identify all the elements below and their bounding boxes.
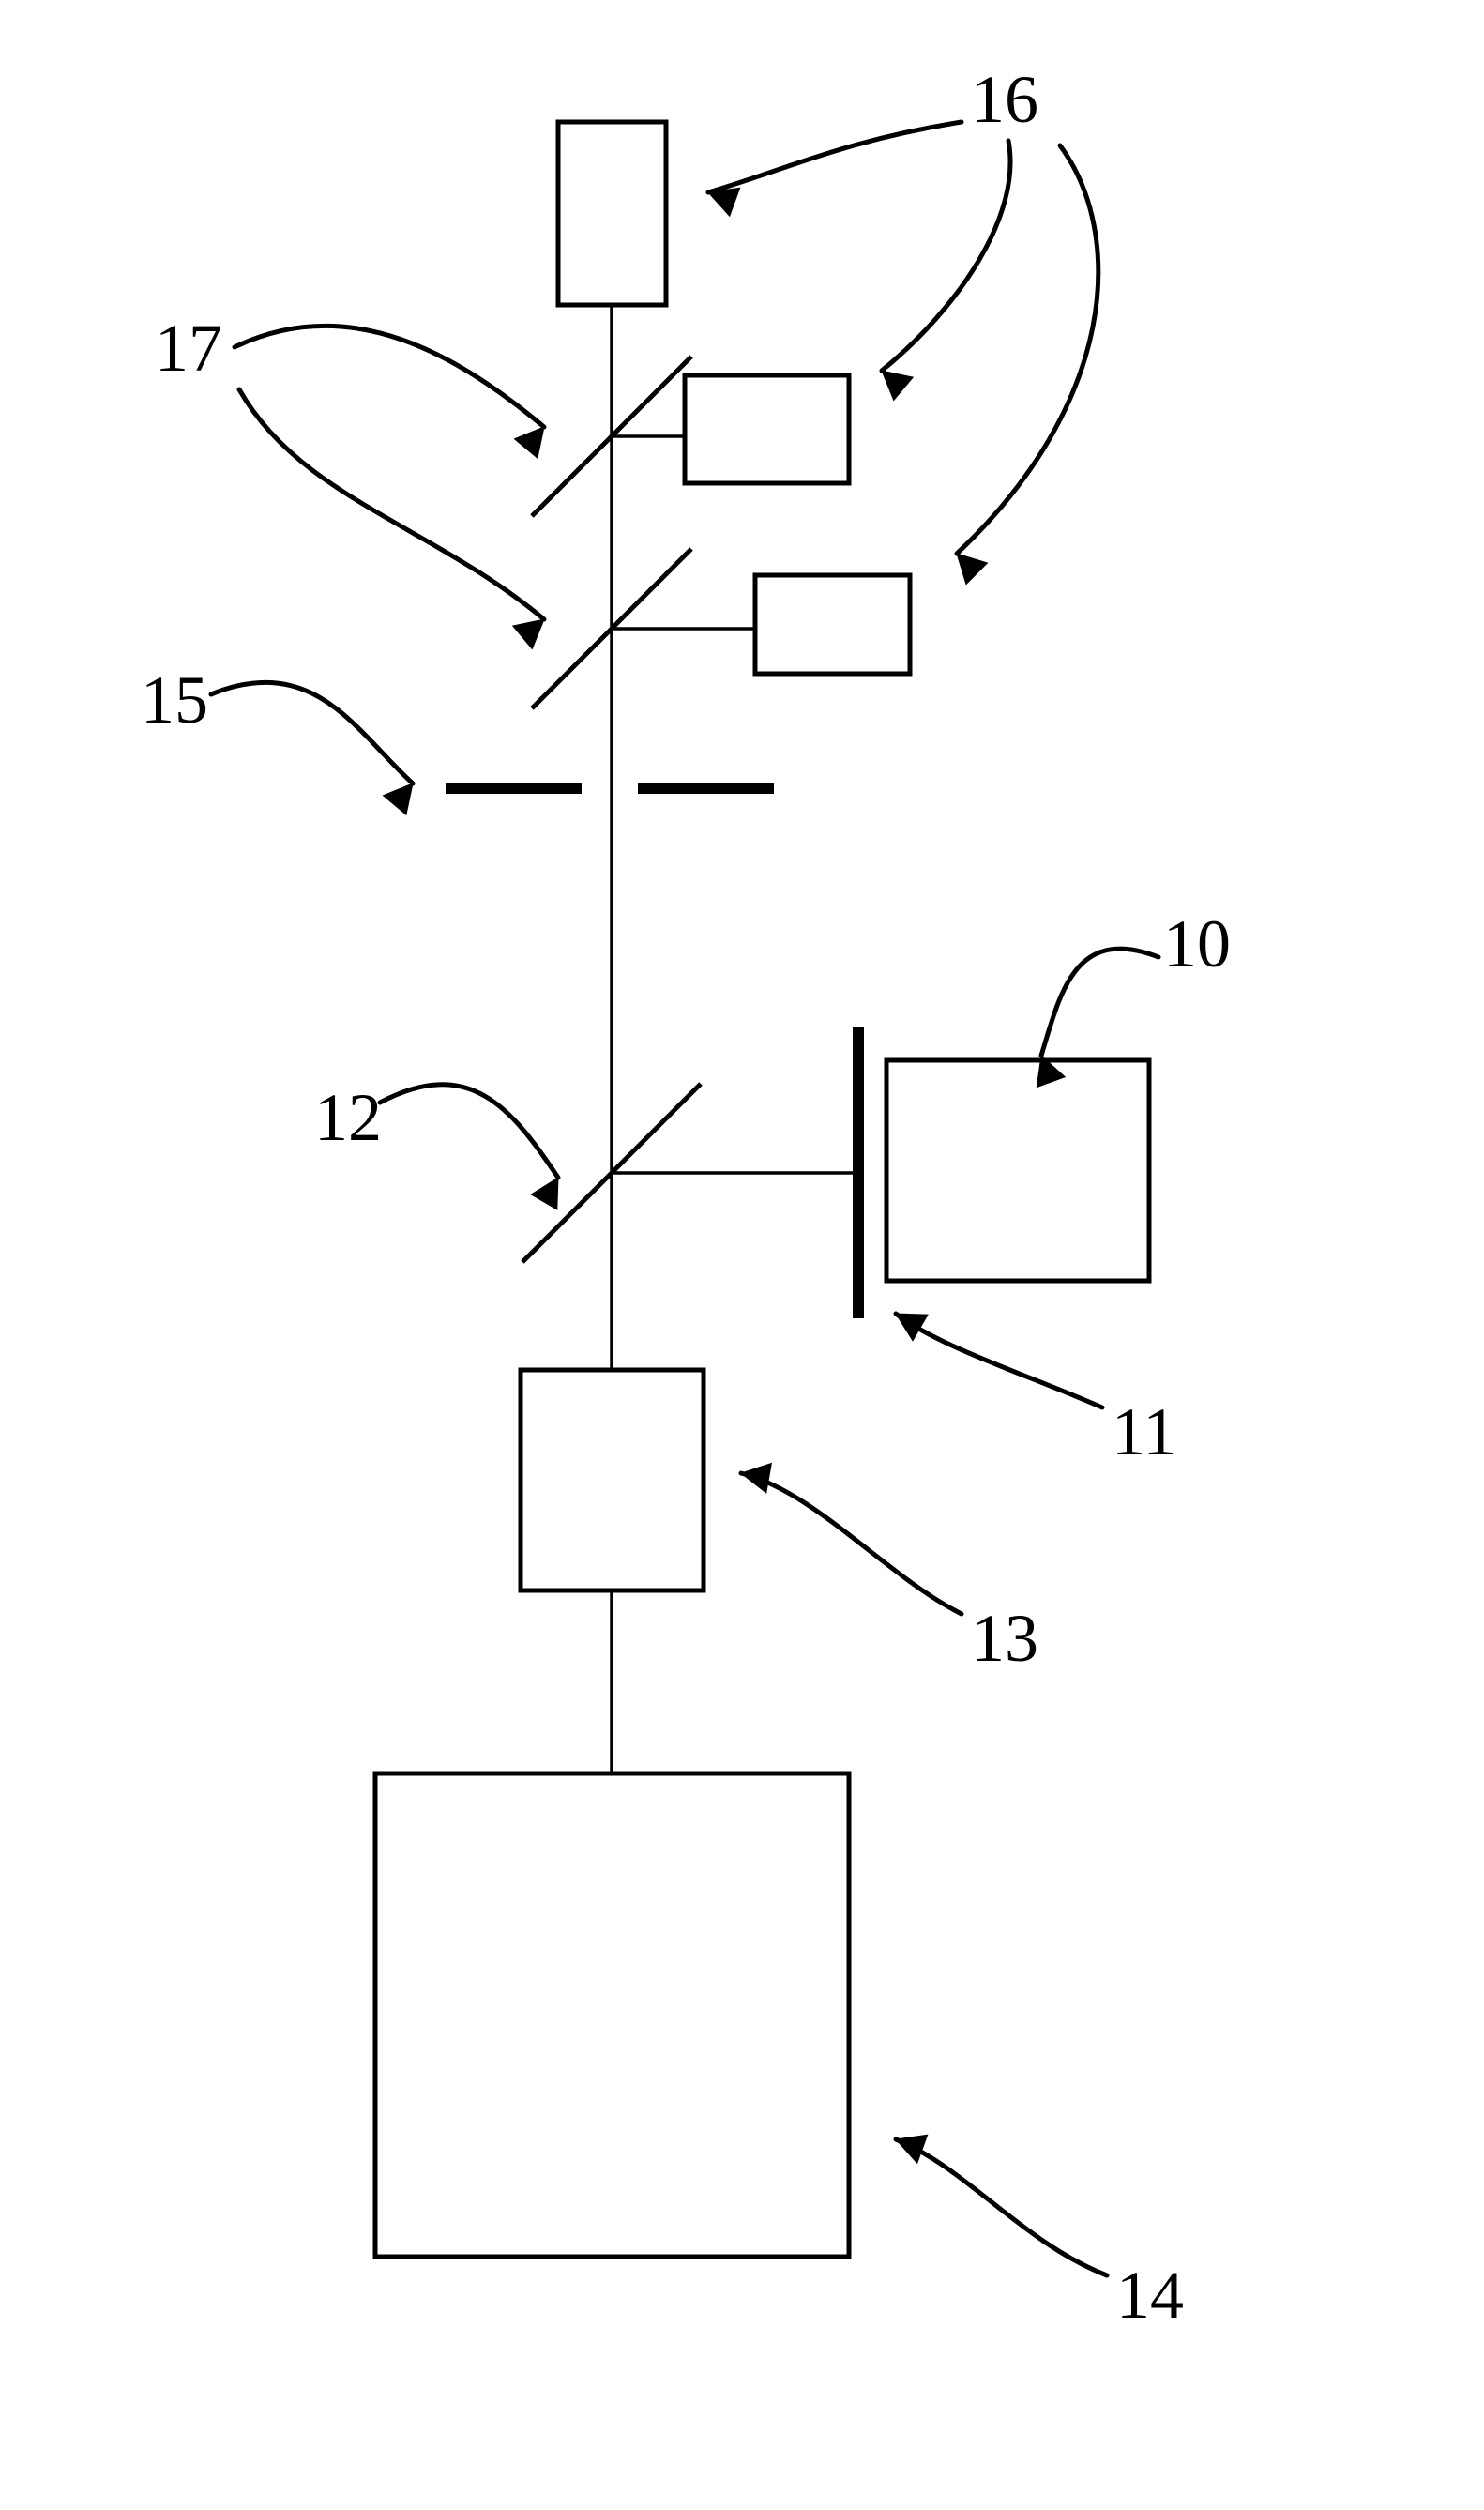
box-mid_detector_2 — [755, 575, 910, 674]
leader-a11 — [896, 1314, 1102, 1407]
leader-a10 — [1041, 949, 1158, 1056]
label-16: 16 — [971, 62, 1038, 137]
leader-a17_a — [235, 326, 544, 427]
label-13: 13 — [971, 1601, 1038, 1676]
leader-a17_b — [239, 389, 544, 619]
box-top_detector — [558, 122, 666, 305]
box-lens_block — [521, 1370, 704, 1590]
label-17: 17 — [155, 311, 222, 386]
leader-a16_a — [708, 122, 962, 192]
leader-a15 — [211, 682, 413, 783]
label-14: 14 — [1116, 2258, 1184, 2333]
leader-a14 — [896, 2139, 1107, 2275]
label-12: 12 — [314, 1080, 382, 1155]
leader-a13 — [741, 1473, 962, 1614]
leader-a12 — [380, 1085, 558, 1178]
label-10: 10 — [1163, 906, 1231, 981]
box-mid_detector_1 — [685, 375, 849, 483]
box-sample_block — [375, 1773, 849, 2257]
box-source — [886, 1060, 1149, 1281]
label-11: 11 — [1112, 1394, 1176, 1469]
label-15: 15 — [141, 662, 208, 738]
leader-a16_b — [882, 141, 1010, 371]
leader-a16_c — [957, 145, 1098, 554]
